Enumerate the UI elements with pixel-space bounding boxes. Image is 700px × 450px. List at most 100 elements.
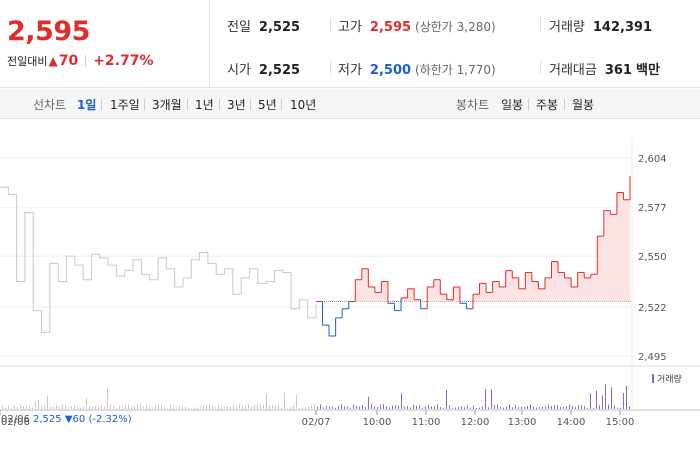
volume-bar: [209, 404, 210, 409]
volume-bar: [26, 405, 27, 409]
volume-bar: [200, 406, 201, 409]
stat-value: 361: [604, 63, 632, 78]
divider: [564, 99, 565, 110]
period-tab-3y[interactable]: 3년: [227, 98, 246, 112]
volume-bar: [194, 407, 195, 409]
volume-bar: [32, 407, 33, 409]
volume-bar: [461, 405, 462, 409]
volume-bar: [416, 405, 417, 409]
volume-bar: [14, 405, 15, 409]
volume-bar: [485, 389, 486, 409]
y-tick-label: 2,604: [638, 154, 667, 165]
volume-bar: [161, 404, 162, 409]
volume-bar: [374, 406, 375, 409]
volume-bar: [92, 406, 93, 409]
candle-tab-weekly[interactable]: 주봉: [536, 98, 559, 112]
volume-bar: [56, 404, 57, 409]
stat-label: 시가: [227, 63, 251, 78]
volume-bar: [176, 407, 177, 409]
period-tab-1y[interactable]: 1년: [195, 98, 214, 112]
candle-tab-daily[interactable]: 일봉: [501, 98, 524, 112]
price-chart: 2,604 2,577 2,550 2,522 2,495 02/06 02/07 10:0…: [0, 140, 700, 428]
volume-bar: [71, 406, 72, 409]
volume-bar: [8, 406, 9, 409]
volume-bar: [581, 405, 582, 409]
period-tab-1w[interactable]: 1주일: [110, 98, 140, 112]
prev-day-pct: (-2.32%): [88, 414, 132, 425]
volume-bar: [620, 407, 621, 409]
volume-bar: [29, 405, 30, 409]
candle-tab-monthly[interactable]: 월봉: [572, 98, 595, 112]
volume-bar: [629, 406, 630, 409]
volume-bar: [236, 406, 237, 409]
volume-bar: [443, 407, 444, 409]
divider: [219, 99, 220, 110]
volume-bar: [275, 405, 276, 409]
volume-bar: [344, 406, 345, 409]
volume-bar: [227, 405, 228, 409]
stat-label: 저가: [338, 63, 362, 78]
divider: [281, 99, 282, 110]
volume-bar: [554, 405, 555, 409]
volume-bar: [377, 407, 378, 409]
divider: [540, 61, 541, 74]
period-tab-3m[interactable]: 3개월: [152, 98, 182, 112]
divider: [144, 99, 145, 110]
volume-bar: [104, 406, 105, 409]
volume-bar: [470, 407, 471, 409]
volume-bar: [305, 407, 306, 409]
price-box: 2,595 전일대비 ▲ 70 +2.77%: [0, 0, 210, 88]
volume-bar: [281, 407, 282, 409]
volume-bar: [44, 405, 45, 409]
volume-legend: 거래량: [652, 372, 682, 385]
volume-bar: [611, 387, 612, 409]
volume-bar: [437, 404, 438, 409]
prev-day-change: 60: [72, 414, 86, 425]
volume-bar: [113, 405, 114, 409]
volume-bar: [521, 406, 522, 409]
volume-bar: [314, 404, 315, 409]
volume-bar: [452, 407, 453, 409]
period-tab-5y[interactable]: 5년: [258, 98, 277, 112]
volume-bar: [563, 406, 564, 409]
volume-bar: [11, 407, 12, 409]
volume-bar: [131, 406, 132, 409]
volume-bar: [392, 405, 393, 409]
price-area: [316, 176, 630, 302]
chart-toolbar: 선차트 1일 1주일 3개월 1년 3년 5년 10년 봉차트 일봉 주봉 월봉: [0, 89, 700, 119]
period-tab-10y[interactable]: 10년: [290, 98, 317, 112]
volume-bar: [533, 406, 534, 409]
volume-bar: [395, 405, 396, 409]
volume-bar: [296, 394, 297, 409]
divider: [101, 99, 102, 110]
stat-value: 2,595: [369, 20, 412, 35]
stat-value: 2,500: [369, 63, 412, 78]
volume-bar: [338, 406, 339, 409]
legend-label: 거래량: [657, 375, 682, 385]
volume-bar: [545, 406, 546, 409]
volume-bar: [479, 407, 480, 409]
volume-bar: [500, 406, 501, 409]
volume-bar: [98, 406, 99, 409]
volume-bar: [302, 407, 303, 409]
stat-prev-close: 전일 2,525: [227, 16, 300, 35]
volume-bar: [155, 405, 156, 409]
volume-bar: [557, 405, 558, 409]
x-axis: 02/06 02/07 10:00 11:00 12:00 13:00 14:00 15:00: [0, 410, 634, 428]
legend-swatch: [652, 374, 654, 383]
period-tab-1d[interactable]: 1일: [77, 98, 97, 112]
volume-bar: [299, 407, 300, 409]
up-triangle-icon: ▲: [48, 54, 58, 68]
divider: [330, 61, 331, 74]
volume-bar: [17, 406, 18, 409]
volume-bar: [212, 405, 213, 409]
volume-bar: [389, 407, 390, 409]
volume-bar: [386, 406, 387, 409]
volume-bar: [74, 405, 75, 409]
stat-label: 전일: [227, 20, 251, 35]
volume-bar: [548, 404, 549, 409]
volume-bar: [278, 404, 279, 409]
volume-bar: [434, 406, 435, 409]
volume-bar: [326, 406, 327, 409]
volume-bar: [482, 406, 483, 409]
